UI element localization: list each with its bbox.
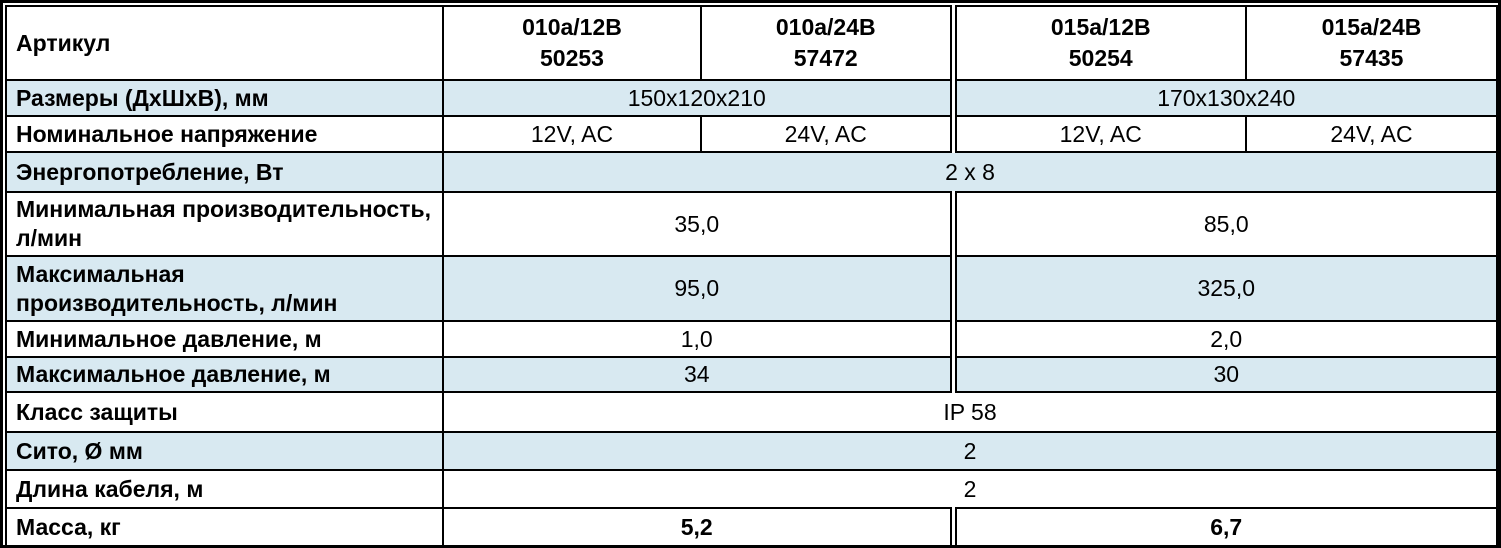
row-label: Масса, кг bbox=[5, 507, 444, 547]
row-min-pressure: Минимальное давление, м 1,0 2,0 bbox=[5, 320, 1498, 358]
product-article: 57435 bbox=[1339, 45, 1404, 71]
row-label: Максимальная производительность, л/мин bbox=[5, 255, 444, 322]
product-article: 50253 bbox=[540, 45, 604, 71]
max-pressure-010a: 34 bbox=[442, 356, 954, 393]
dimensions-010a: 150х120х210 bbox=[442, 79, 954, 117]
row-mass: Масса, кг 5,2 6,7 bbox=[5, 507, 1498, 547]
product-model: 015а/24В bbox=[1321, 13, 1422, 40]
row-label: Длина кабеля, м bbox=[5, 469, 444, 509]
row-label: Минимальная производительность, л/мин bbox=[5, 191, 444, 257]
protection-class-value: IP 58 bbox=[442, 391, 1498, 433]
voltage-010a-12v: 12V, AC bbox=[442, 115, 702, 153]
column-header-015a-24v: 015а/24В 57435 bbox=[1245, 5, 1498, 81]
product-model: 010а/12В bbox=[522, 13, 622, 40]
voltage-010a-24v: 24V, AC bbox=[700, 115, 954, 153]
product-model: 010а/24В bbox=[775, 13, 876, 40]
max-pressure-015a: 30 bbox=[949, 356, 1498, 393]
power-consumption-value: 2 х 8 bbox=[442, 151, 1498, 193]
table-header-row: Артикул 010а/12В 50253 010а/24В 57472 01… bbox=[5, 5, 1498, 81]
min-pressure-010a: 1,0 bbox=[442, 320, 954, 358]
cable-length-value: 2 bbox=[442, 469, 1498, 509]
row-dimensions: Размеры (ДхШхВ), мм 150х120х210 170х130х… bbox=[5, 79, 1498, 117]
row-label: Размеры (ДхШхВ), мм bbox=[5, 79, 444, 117]
row-label: Номинальное напряжение bbox=[5, 115, 444, 153]
row-label: Минимальное давление, м bbox=[5, 320, 444, 358]
min-capacity-010a: 35,0 bbox=[442, 191, 954, 257]
product-article: 57472 bbox=[793, 45, 858, 71]
dimensions-015a: 170х130х240 bbox=[949, 79, 1498, 117]
product-article: 50254 bbox=[1068, 45, 1133, 71]
row-power-consumption: Энергопотребление, Вт 2 х 8 bbox=[5, 151, 1498, 193]
max-capacity-015a: 325,0 bbox=[949, 255, 1498, 322]
row-protection-class: Класс защиты IP 58 bbox=[5, 391, 1498, 433]
min-capacity-015a: 85,0 bbox=[949, 191, 1498, 257]
row-label: Класс защиты bbox=[5, 391, 444, 433]
column-header-010a-24v: 010а/24В 57472 bbox=[700, 5, 954, 81]
row-max-pressure: Максимальное давление, м 34 30 bbox=[5, 356, 1498, 393]
product-model: 015а/12В bbox=[1050, 13, 1151, 40]
column-header-010a-12v: 010а/12В 50253 bbox=[442, 5, 702, 81]
row-min-capacity: Минимальная производительность, л/мин 35… bbox=[5, 191, 1498, 257]
min-pressure-015a: 2,0 bbox=[949, 320, 1498, 358]
product-spec-table: Артикул 010а/12В 50253 010а/24В 57472 01… bbox=[5, 5, 1498, 547]
row-label: Максимальное давление, м bbox=[5, 356, 444, 393]
mass-015a: 6,7 bbox=[949, 507, 1498, 547]
row-cable-length: Длина кабеля, м 2 bbox=[5, 469, 1498, 509]
max-capacity-010a: 95,0 bbox=[442, 255, 954, 322]
sieve-diameter-value: 2 bbox=[442, 431, 1498, 471]
row-sieve-diameter: Сито, Ø мм 2 bbox=[5, 431, 1498, 471]
header-label-article: Артикул bbox=[5, 5, 444, 81]
row-label: Энергопотребление, Вт bbox=[5, 151, 444, 193]
row-max-capacity: Максимальная производительность, л/мин 9… bbox=[5, 255, 1498, 322]
row-label: Сито, Ø мм bbox=[5, 431, 444, 471]
voltage-015a-24v: 24V, AC bbox=[1245, 115, 1498, 153]
row-voltage: Номинальное напряжение 12V, AC 24V, AC 1… bbox=[5, 115, 1498, 153]
voltage-015a-12v: 12V, AC bbox=[949, 115, 1247, 153]
column-header-015a-12v: 015а/12В 50254 bbox=[949, 5, 1247, 81]
mass-010a: 5,2 bbox=[442, 507, 954, 547]
